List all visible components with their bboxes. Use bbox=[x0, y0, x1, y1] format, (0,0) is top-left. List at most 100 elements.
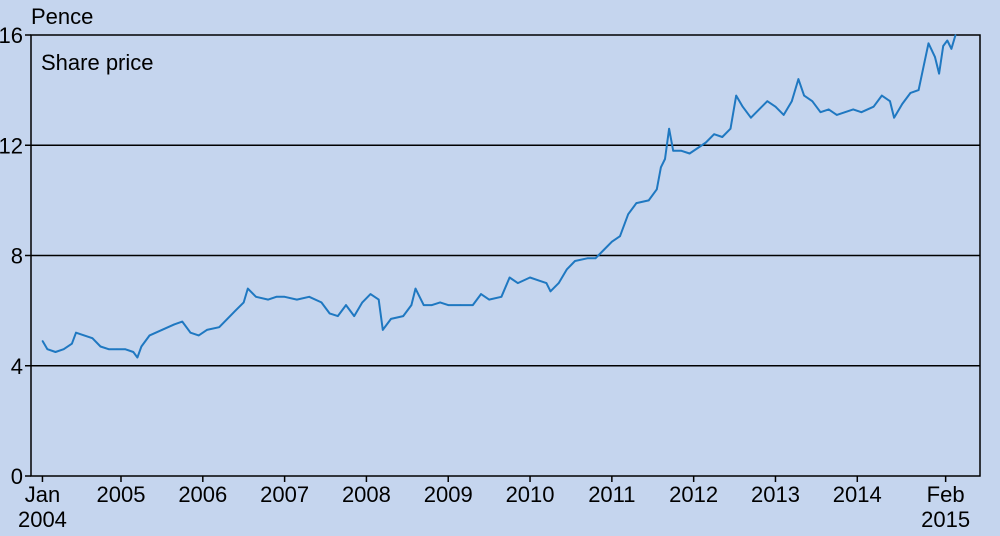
data-point bbox=[107, 348, 110, 351]
x-tick-label-year: 2015 bbox=[921, 507, 970, 532]
data-point bbox=[353, 315, 356, 317]
data-point bbox=[328, 312, 331, 315]
x-tick-label: 2009 bbox=[424, 482, 473, 507]
data-point bbox=[99, 345, 102, 348]
data-point bbox=[750, 116, 752, 119]
data-point bbox=[283, 296, 286, 298]
series-group bbox=[41, 34, 957, 359]
data-point bbox=[881, 94, 883, 97]
data-point bbox=[402, 315, 405, 317]
data-point bbox=[345, 304, 347, 306]
data-point bbox=[791, 100, 793, 102]
data-point bbox=[91, 337, 94, 340]
data-point bbox=[852, 108, 854, 111]
data-point bbox=[844, 111, 846, 113]
x-tick-label: Feb bbox=[927, 482, 965, 507]
data-point bbox=[242, 301, 245, 304]
data-point bbox=[275, 296, 278, 298]
data-point bbox=[602, 249, 605, 251]
x-tick-label: 2012 bbox=[669, 482, 718, 507]
x-tick-label: 2007 bbox=[260, 482, 309, 507]
data-point bbox=[197, 334, 200, 337]
data-point bbox=[459, 304, 462, 306]
data-point bbox=[136, 356, 139, 359]
data-point bbox=[836, 114, 838, 116]
data-point bbox=[713, 133, 715, 135]
data-point bbox=[860, 111, 863, 113]
x-tick-label: 2006 bbox=[178, 482, 227, 507]
y-tick-label: 0 bbox=[11, 464, 23, 489]
data-point bbox=[549, 290, 552, 293]
x-tick-label: 2010 bbox=[506, 482, 555, 507]
data-point bbox=[672, 150, 674, 152]
data-point bbox=[664, 158, 666, 160]
x-tick-label: 2005 bbox=[97, 482, 146, 507]
data-point bbox=[472, 304, 474, 306]
data-point bbox=[517, 282, 519, 284]
gridlines bbox=[31, 144, 980, 367]
y-axis-ticks: 0 4 8 12 16 bbox=[0, 23, 31, 489]
data-point bbox=[735, 94, 737, 97]
data-point bbox=[766, 100, 769, 102]
data-point bbox=[889, 100, 891, 102]
data-point bbox=[923, 61, 926, 64]
data-point bbox=[41, 340, 44, 342]
data-point bbox=[181, 320, 184, 323]
data-point bbox=[54, 351, 57, 353]
data-point bbox=[797, 78, 800, 80]
data-point bbox=[537, 279, 539, 282]
data-point bbox=[488, 298, 490, 301]
data-point bbox=[872, 105, 875, 108]
data-point bbox=[635, 202, 638, 204]
data-point bbox=[688, 152, 691, 155]
data-point bbox=[361, 301, 364, 304]
data-point bbox=[508, 276, 511, 279]
x-tick-label-year: 2004 bbox=[18, 507, 67, 532]
x-tick-label: Jan bbox=[25, 482, 60, 507]
data-point bbox=[124, 348, 126, 351]
data-point bbox=[422, 304, 425, 306]
data-point bbox=[566, 268, 568, 271]
data-point bbox=[390, 318, 392, 320]
data-point bbox=[75, 331, 77, 334]
data-point bbox=[594, 257, 597, 260]
y-tick-label: 8 bbox=[11, 244, 23, 269]
data-point bbox=[62, 348, 65, 351]
data-point bbox=[296, 298, 298, 301]
data-point bbox=[574, 260, 576, 262]
data-point bbox=[71, 342, 73, 345]
data-point bbox=[619, 235, 621, 237]
data-point bbox=[819, 111, 822, 113]
data-point bbox=[557, 282, 560, 284]
data-point bbox=[189, 331, 192, 334]
data-point bbox=[827, 108, 830, 111]
x-tick-label: 2014 bbox=[833, 482, 882, 507]
y-tick-label: 12 bbox=[0, 133, 23, 158]
series-label: Share price bbox=[41, 50, 154, 75]
data-point bbox=[247, 287, 249, 290]
data-point bbox=[668, 127, 670, 130]
data-point bbox=[480, 293, 482, 295]
data-point bbox=[656, 188, 658, 191]
x-tick-label: 2011 bbox=[588, 482, 635, 507]
data-point bbox=[369, 293, 372, 295]
data-point bbox=[500, 296, 503, 298]
data-point bbox=[901, 103, 904, 105]
data-point bbox=[439, 301, 441, 304]
data-point bbox=[206, 329, 208, 331]
data-point bbox=[758, 108, 760, 111]
data-point bbox=[431, 304, 433, 306]
data-point bbox=[803, 94, 805, 97]
data-point bbox=[234, 309, 237, 312]
x-tick-label: 2013 bbox=[751, 482, 800, 507]
data-point bbox=[934, 56, 936, 58]
data-point bbox=[308, 296, 311, 298]
data-point bbox=[611, 240, 613, 243]
data-point bbox=[255, 296, 257, 298]
data-point bbox=[660, 166, 662, 169]
data-point bbox=[705, 141, 707, 144]
data-point bbox=[774, 105, 777, 108]
data-point bbox=[116, 348, 118, 351]
